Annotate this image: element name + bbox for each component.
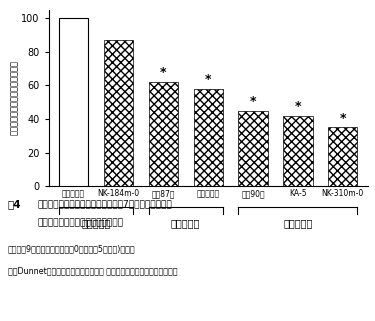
Text: 図4: 図4 <box>8 199 21 209</box>
Bar <box>104 40 133 186</box>
Text: *: * <box>339 112 346 125</box>
Text: *: * <box>295 100 301 113</box>
Text: *: * <box>205 73 212 86</box>
Text: 強グループ: 強グループ <box>283 218 313 228</box>
Y-axis label: カブトマルの発病指数比率（％）: カブトマルの発病指数比率（％） <box>10 60 19 135</box>
Bar <box>148 82 178 186</box>
Text: 注）播种9週間後に発病指数（0：健全～5：枝死)を調査: 注）播种9週間後に発病指数（0：健全～5：枝死)を調査 <box>8 244 135 253</box>
Text: 弱グループ: 弱グループ <box>81 218 111 228</box>
Text: 中グループ: 中グループ <box>171 218 200 228</box>
Text: ＊はDunnet法によりカブトマルと５％ 水準で有意差があることを示す。: ＊はDunnet法によりカブトマルと５％ 水準で有意差があることを示す。 <box>8 266 177 275</box>
Text: 検定法による黒根病発病指数の比較: 検定法による黒根病発病指数の比較 <box>38 218 123 227</box>
Text: 圃場試験で異なる抗抗性程度を示す7品種・系統の室内: 圃場試験で異なる抗抗性程度を示す7品種・系統の室内 <box>38 199 172 208</box>
Bar <box>328 127 357 186</box>
Bar <box>284 116 312 186</box>
Bar <box>59 18 88 186</box>
Text: *: * <box>160 66 166 79</box>
Text: *: * <box>250 95 256 108</box>
Bar <box>194 89 223 186</box>
Bar <box>238 110 268 186</box>
